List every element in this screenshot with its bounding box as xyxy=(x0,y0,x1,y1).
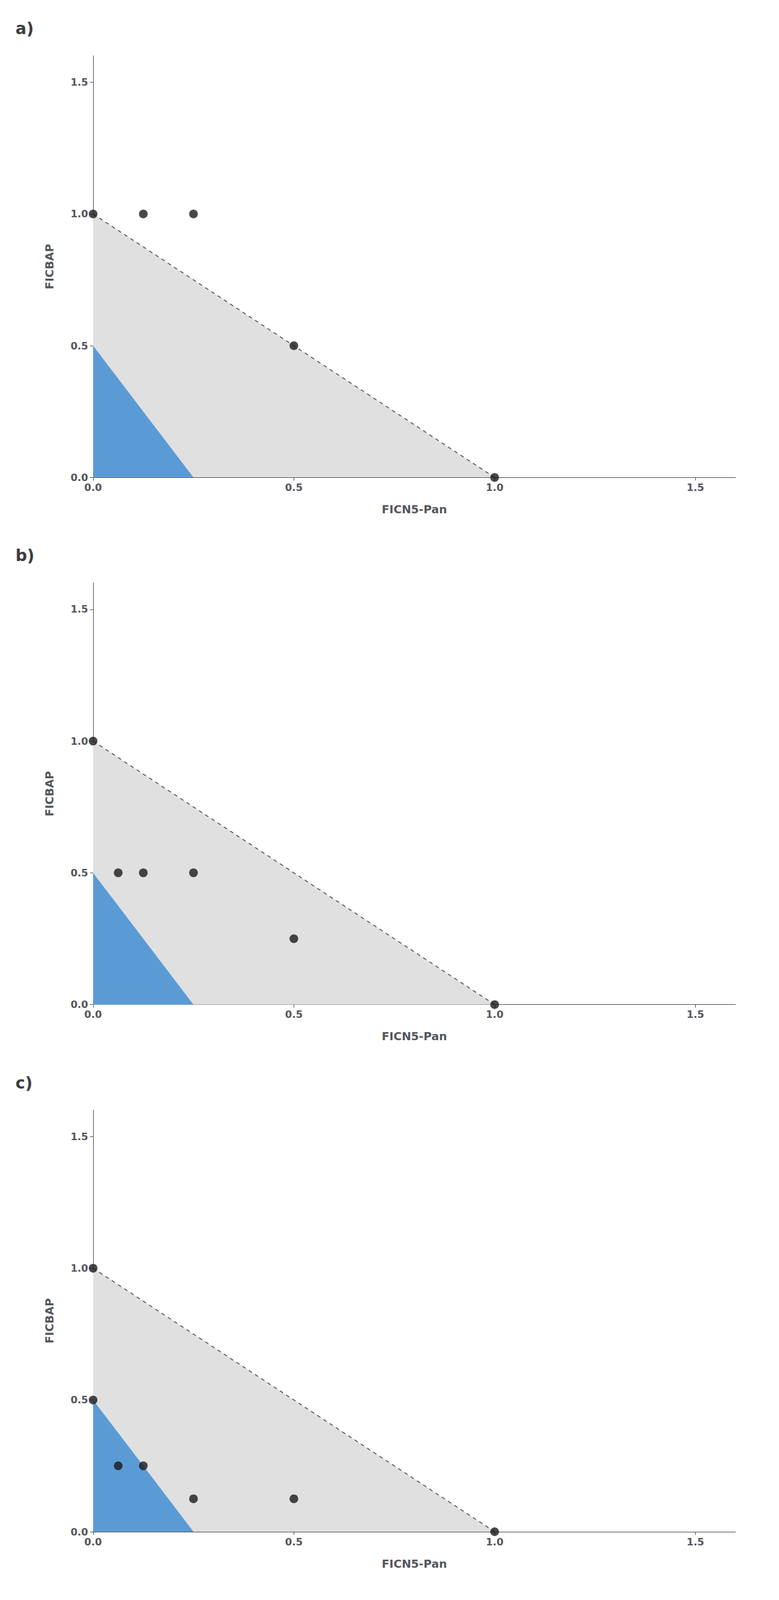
svg-text:1.0: 1.0 xyxy=(486,1536,504,1549)
svg-text:c): c) xyxy=(15,1073,33,1093)
svg-text:FICBAP: FICBAP xyxy=(42,770,56,817)
svg-text:1.5: 1.5 xyxy=(686,1536,704,1549)
svg-text:0.5: 0.5 xyxy=(284,1008,303,1021)
svg-text:1.0: 1.0 xyxy=(70,1262,89,1275)
svg-text:1.5: 1.5 xyxy=(70,76,89,89)
svg-text:0.0: 0.0 xyxy=(70,998,89,1011)
svg-text:0.0: 0.0 xyxy=(84,1008,102,1021)
svg-text:0.5: 0.5 xyxy=(284,1536,303,1549)
svg-text:0.5: 0.5 xyxy=(284,481,303,494)
svg-text:FICN5-Pan: FICN5-Pan xyxy=(381,502,447,516)
svg-text:1.5: 1.5 xyxy=(70,603,89,616)
svg-text:1.0: 1.0 xyxy=(70,207,89,220)
svg-text:b): b) xyxy=(15,546,35,565)
svg-text:1.0: 1.0 xyxy=(70,735,89,748)
svg-text:FICBAP: FICBAP xyxy=(42,1298,56,1344)
svg-text:1.0: 1.0 xyxy=(486,1008,504,1021)
svg-text:1.0: 1.0 xyxy=(486,481,504,494)
svg-text:0.5: 0.5 xyxy=(70,1394,89,1406)
svg-text:0.0: 0.0 xyxy=(70,1526,89,1538)
svg-text:0.5: 0.5 xyxy=(70,340,89,352)
svg-text:0.5: 0.5 xyxy=(70,867,89,879)
svg-text:0.0: 0.0 xyxy=(70,471,89,484)
svg-text:1.5: 1.5 xyxy=(686,1008,704,1021)
svg-text:0.0: 0.0 xyxy=(84,481,102,494)
svg-text:FICN5-Pan: FICN5-Pan xyxy=(381,1557,447,1571)
svg-text:1.5: 1.5 xyxy=(686,481,704,494)
svg-text:FICBAP: FICBAP xyxy=(42,243,56,290)
svg-text:1.5: 1.5 xyxy=(70,1130,89,1143)
svg-text:0.0: 0.0 xyxy=(84,1536,102,1549)
svg-text:FICN5-Pan: FICN5-Pan xyxy=(381,1029,447,1043)
svg-text:a): a) xyxy=(15,19,34,38)
